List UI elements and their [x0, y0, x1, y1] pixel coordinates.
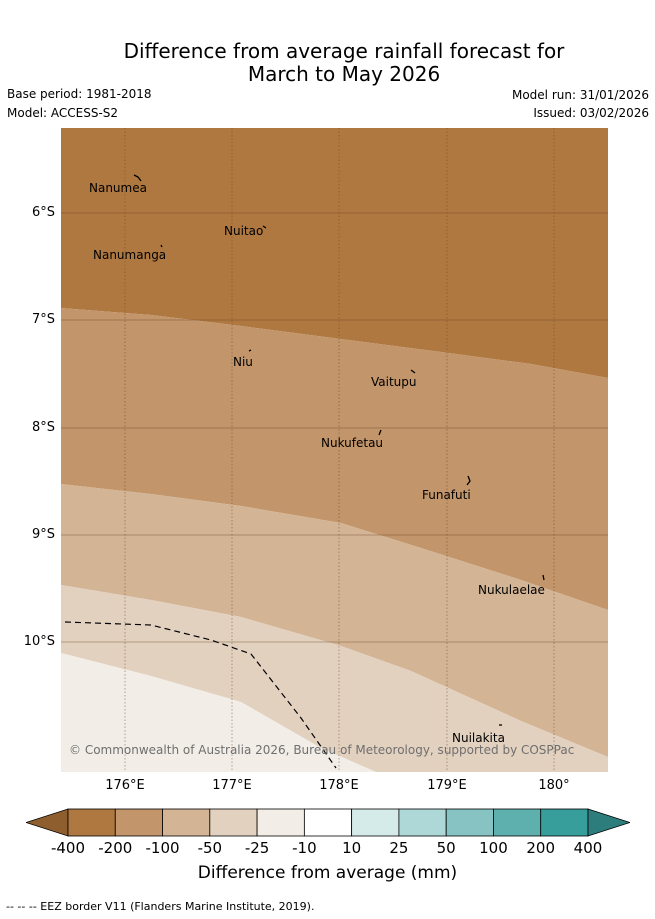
- colorbar-tick-label: -200: [98, 839, 133, 857]
- colorbar-cell: [303, 808, 353, 837]
- colorbar-cell: [493, 808, 542, 837]
- island-niu: [248, 349, 252, 352]
- lon-label-176e: 176°E: [105, 778, 145, 793]
- colorbar-tick-label: 400: [573, 839, 603, 857]
- colorbar-cell: [162, 808, 211, 837]
- zone-minus-200: [61, 128, 608, 378]
- place-nuitao: Nuitao: [224, 224, 264, 238]
- colorbar-tick-label: -25: [244, 839, 270, 857]
- colorbar-cell: [67, 808, 116, 837]
- colorbar-extend-high: [587, 808, 632, 837]
- colorbar-label: Difference from average (mm): [197, 863, 458, 883]
- islands: [133, 174, 545, 726]
- map-svg: [61, 128, 608, 772]
- colorbar-cell: [398, 808, 447, 837]
- lat-gridlines: [61, 212, 608, 643]
- colorbar-tick-label: -100: [145, 839, 180, 857]
- model-run: Model run: 31/01/2026: [511, 88, 649, 102]
- place-niu: Niu: [233, 355, 253, 369]
- lat-label-7s: 7°S: [31, 312, 55, 327]
- lat-label-8s: 8°S: [31, 420, 55, 435]
- title-line-1: Difference from average rainfall forecas…: [123, 39, 565, 63]
- issued-date: Issued: 03/02/2026: [533, 106, 649, 120]
- zone-minus-10: [61, 653, 376, 772]
- place-nuilakita: Nuilakita: [452, 731, 505, 745]
- colorbar-cell: [540, 808, 589, 837]
- island-nuitao: [262, 225, 267, 229]
- eez-border: [64, 621, 337, 769]
- map-area: [61, 128, 608, 772]
- island-nanumanga: [160, 244, 163, 248]
- lat-label-9s: 9°S: [31, 527, 55, 542]
- zone-minus-50: [61, 484, 608, 757]
- island-funafuti: [466, 475, 471, 486]
- eez-note: -- -- -- EEZ border V11 (Flanders Marine…: [6, 900, 315, 913]
- chart-title: Difference from average rainfall forecas…: [0, 40, 655, 86]
- lat-label-10s: 10°S: [23, 634, 55, 649]
- island-nukulaelae: [542, 574, 545, 581]
- colorbar-cell: [209, 808, 258, 837]
- colorbar-tick-label: 50: [436, 839, 456, 857]
- zone-minus-25: [61, 585, 608, 772]
- lon-label-178e: 178°E: [319, 778, 359, 793]
- colorbar-tick-label: -400: [50, 839, 86, 857]
- copyright-text: © Commonwealth of Australia 2026, Bureau…: [69, 743, 575, 757]
- colorbar-cell: [351, 808, 400, 837]
- island-nanumea: [133, 174, 142, 182]
- lon-label-177e: 177°E: [212, 778, 252, 793]
- colorbar-tick-label: 200: [526, 839, 556, 857]
- colorbar: [24, 808, 632, 837]
- colorbar-tick-label: -50: [197, 839, 223, 857]
- place-nanumea: Nanumea: [89, 181, 147, 195]
- place-nukufetau: Nukufetau: [321, 436, 384, 450]
- colorbar-extend-low: [24, 808, 69, 837]
- place-nanumanga: Nanumanga: [93, 248, 167, 262]
- colorbar-tick-label: 100: [479, 839, 508, 857]
- colorbar-tick-label: 25: [389, 839, 409, 857]
- title-line-2: March to May 2026: [247, 62, 441, 86]
- colorbar-cell: [256, 808, 305, 837]
- base-period: Base period: 1981-2018: [7, 87, 152, 101]
- colorbar-svg: [24, 808, 632, 837]
- zone-minus-100: [61, 308, 608, 610]
- island-vaitupu: [410, 369, 416, 374]
- lon-label-180: 180°: [538, 778, 570, 793]
- lon-label-179e: 179°E: [427, 778, 467, 793]
- place-funafuti: Funafuti: [422, 488, 471, 502]
- colorbar-cell: [114, 808, 163, 837]
- place-nukulaelae: Nukulaelae: [478, 583, 545, 597]
- place-vaitupu: Vaitupu: [371, 375, 417, 389]
- lon-gridlines: [124, 128, 555, 772]
- colorbar-tick-label: 10: [342, 839, 362, 857]
- colorbar-cell: [445, 808, 494, 837]
- lat-label-6s: 6°S: [31, 205, 55, 220]
- colorbar-tick-label: -10: [292, 839, 317, 857]
- island-nukufetau: [378, 429, 382, 436]
- model-name: Model: ACCESS-S2: [7, 106, 119, 120]
